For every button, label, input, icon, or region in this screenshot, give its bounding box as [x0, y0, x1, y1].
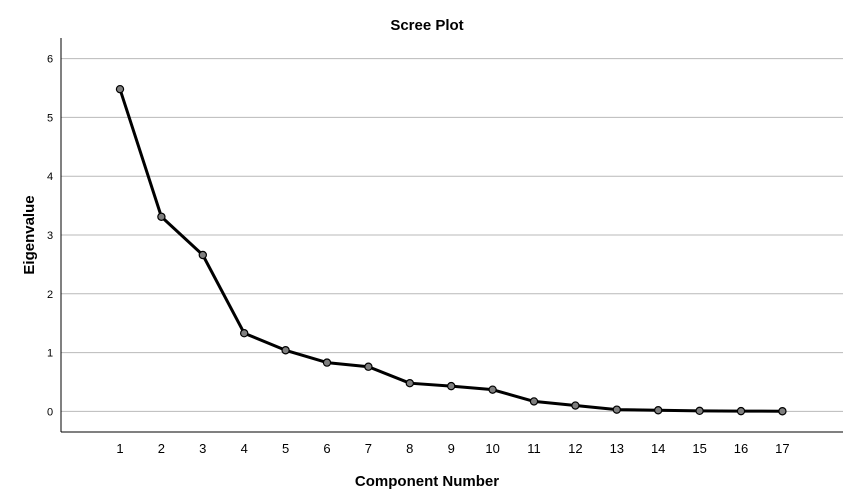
x-tick-label: 17: [775, 441, 789, 456]
y-axis-label: Eigenvalue: [21, 195, 38, 274]
y-tick-label: 3: [47, 230, 53, 242]
x-tick-label: 5: [282, 441, 289, 456]
x-tick-label: 9: [448, 441, 455, 456]
x-axis-label: Component Number: [355, 473, 499, 490]
data-point: [654, 406, 663, 415]
x-tick-label: 8: [406, 441, 413, 456]
data-point: [447, 381, 456, 391]
x-tick-label: 10: [485, 441, 499, 456]
chart-title: Scree Plot: [390, 17, 463, 34]
data-point: [157, 212, 166, 221]
x-tick-label: 4: [241, 441, 248, 456]
data-point: [695, 406, 704, 416]
x-tick-label: 15: [692, 441, 706, 456]
y-tick-label: 4: [47, 171, 53, 183]
data-point: [281, 346, 290, 355]
series-eigenvalues: [115, 84, 787, 416]
data-point: [364, 362, 373, 371]
x-tick-label: 6: [323, 441, 330, 456]
data-point: [239, 329, 249, 338]
x-tick-label: 16: [734, 441, 748, 456]
x-tick-label: 1: [116, 441, 123, 456]
y-tick-label: 2: [47, 289, 53, 301]
x-tick-label: 11: [527, 441, 541, 456]
x-tick-label: 7: [365, 441, 372, 456]
y-tick-label: 5: [47, 112, 53, 124]
axes: [60, 38, 843, 433]
data-point: [736, 406, 746, 416]
x-tick-label: 14: [651, 441, 665, 456]
data-point: [405, 378, 414, 388]
data-point: [529, 397, 539, 406]
y-tick-label: 6: [47, 54, 53, 66]
data-point: [322, 358, 332, 367]
x-tick-label: 2: [158, 441, 165, 456]
x-tick-label: 13: [610, 441, 624, 456]
x-tick-label: 3: [199, 441, 206, 456]
series-line: [118, 88, 783, 413]
y-tick-label: 1: [47, 348, 53, 360]
data-point: [778, 407, 787, 416]
y-tick-label: 0: [47, 406, 53, 418]
data-point: [198, 250, 207, 260]
y-tick-labels: 0 1 2 3 4 5 6: [47, 54, 53, 419]
data-point: [115, 84, 125, 94]
x-tick-label: 12: [568, 441, 582, 456]
gridlines: [61, 58, 843, 412]
data-point: [488, 385, 497, 394]
data-point: [571, 401, 580, 410]
data-point: [612, 405, 622, 414]
x-tick-labels: 1 2 3 4 5 6 7 8 9 10 11 12 13 14 15 16 17: [116, 441, 789, 456]
